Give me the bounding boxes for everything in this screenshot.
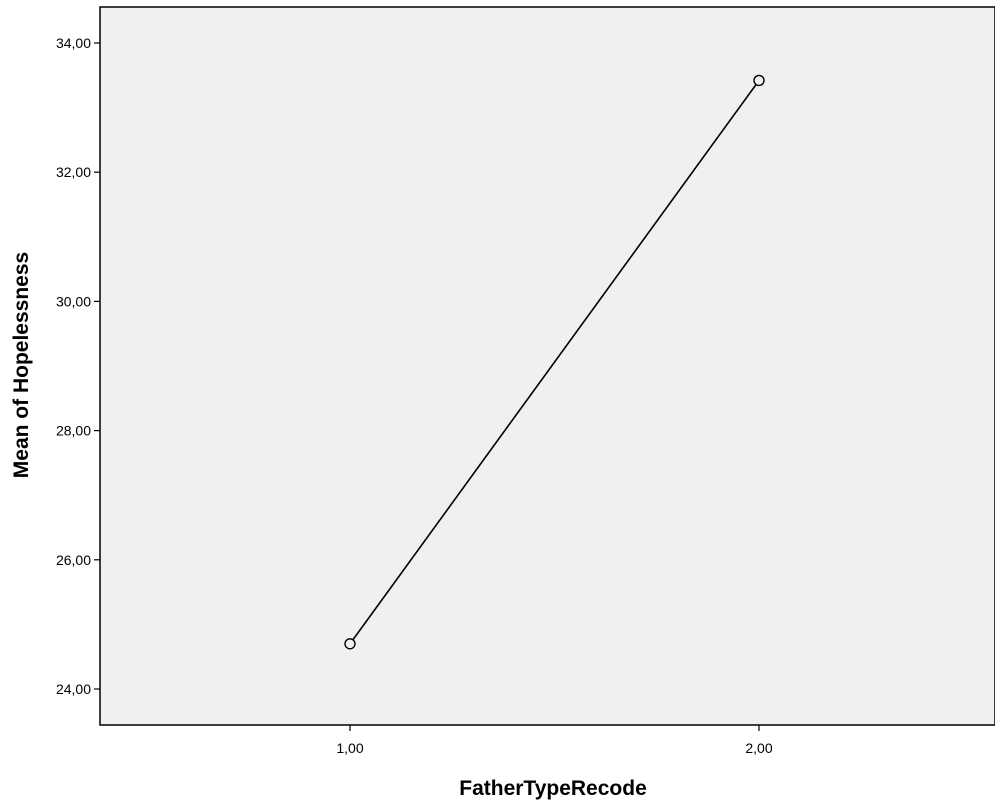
- y-tick-label: 30,00: [56, 293, 91, 309]
- series-layer: [344, 74, 765, 650]
- y-tick-label: 32,00: [56, 164, 91, 180]
- x-axis-title: FatherTypeRecode: [459, 777, 647, 800]
- x-tick-label: 2,00: [745, 740, 772, 756]
- y-tick-label: 34,00: [56, 35, 91, 51]
- y-tick-label: 24,00: [56, 681, 91, 697]
- y-axis: 24,00 26,00 28,00 30,00 32,00 34,00: [56, 35, 100, 697]
- y-axis-title: Mean of Hopelessness: [10, 252, 33, 478]
- x-tick-label: 1,00: [336, 740, 363, 756]
- series-line: [349, 79, 760, 645]
- plot-area: [99, 6, 995, 726]
- y-tick-label: 26,00: [56, 552, 91, 568]
- data-point: [753, 74, 765, 87]
- y-tick-label: 28,00: [56, 423, 91, 439]
- data-point: [344, 638, 356, 650]
- x-axis: 1,00 2,00: [336, 725, 773, 756]
